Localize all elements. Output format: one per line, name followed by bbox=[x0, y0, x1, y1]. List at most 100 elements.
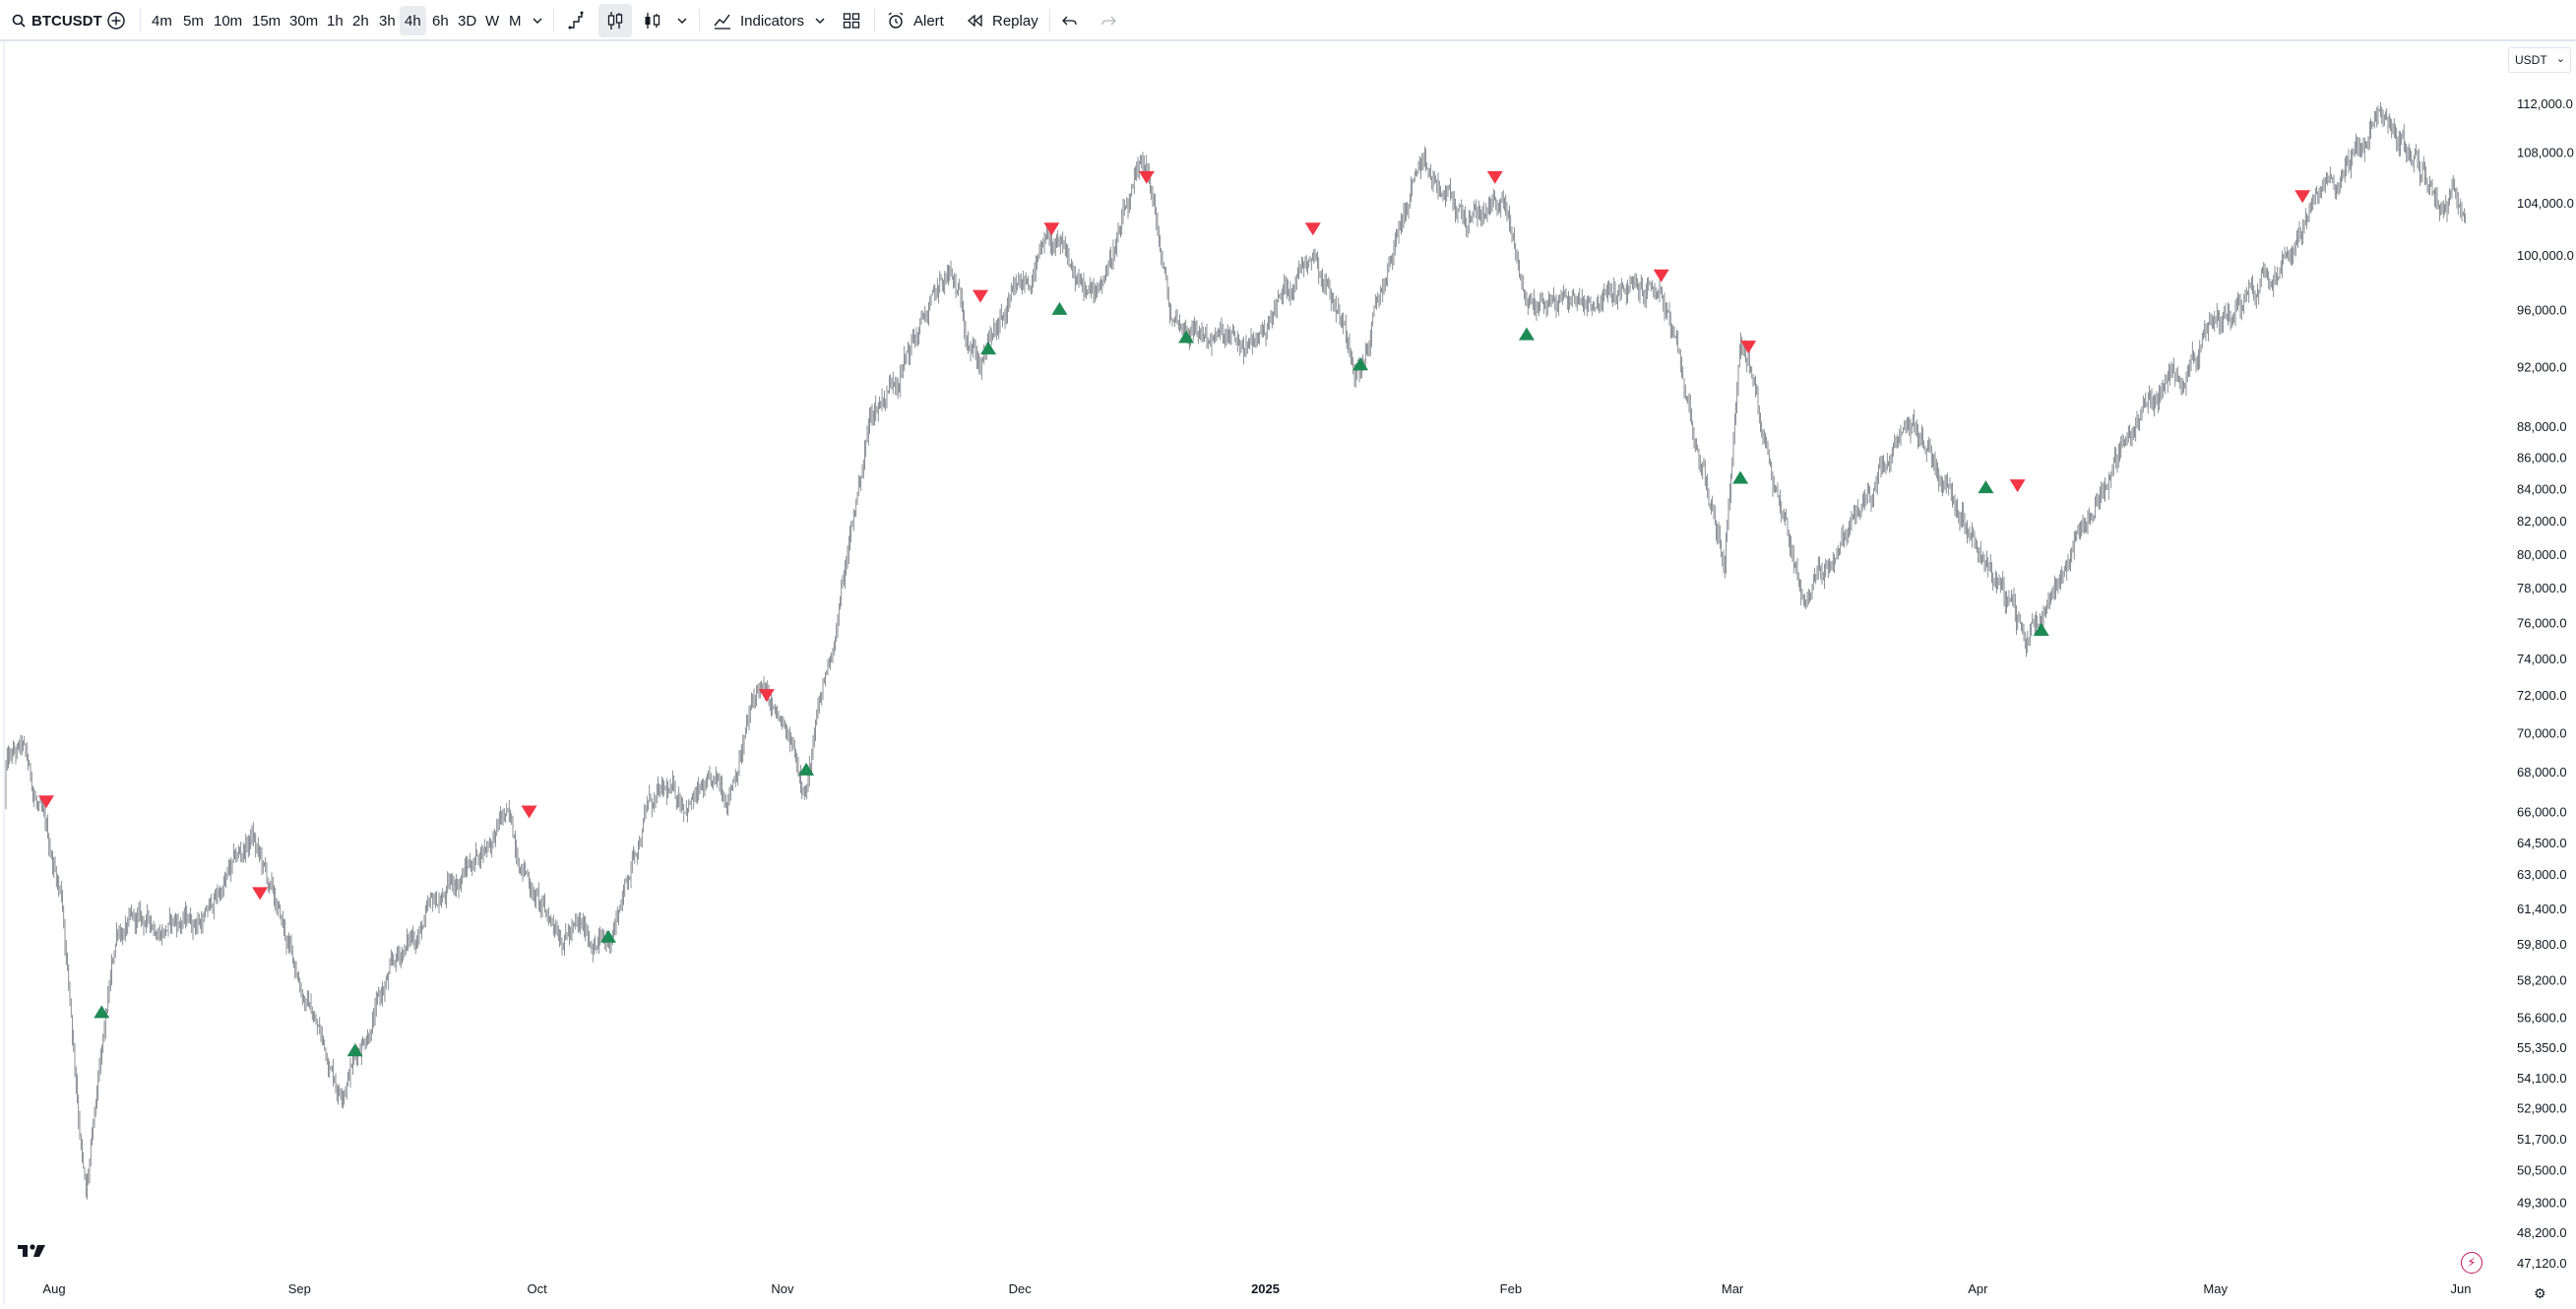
buy-signal-marker bbox=[94, 1005, 110, 1019]
line-break-icon bbox=[568, 11, 584, 30]
buy-signal-marker bbox=[2033, 622, 2049, 636]
buy-signal-marker bbox=[1178, 330, 1195, 343]
indicators-dropdown[interactable] bbox=[814, 0, 826, 41]
price-tick-label: 47,120.0 bbox=[2517, 1256, 2567, 1271]
indicators-button[interactable]: Indicators bbox=[713, 0, 804, 41]
replay-label: Replay bbox=[992, 12, 1038, 30]
time-axis[interactable]: Aug Sep Oct Nov Dec 2025 Feb Mar Apr May Jun bbox=[42, 1281, 2471, 1296]
sell-signal-marker bbox=[252, 887, 269, 901]
chart-type-line-button[interactable] bbox=[567, 0, 589, 41]
price-tick-label: 58,200.0 bbox=[2517, 973, 2567, 988]
timeframe-15m[interactable]: 15m bbox=[252, 12, 282, 30]
sell-signal-marker bbox=[1043, 222, 1060, 236]
buy-signal-marker bbox=[1732, 470, 1749, 484]
price-tick-label: 61,400.0 bbox=[2517, 902, 2567, 916]
price-tick-label: 70,000.0 bbox=[2517, 725, 2567, 740]
buy-signal-marker bbox=[1518, 327, 1535, 341]
symbol-search-button[interactable]: BTCUSDT bbox=[12, 0, 102, 41]
tradingview-logo-icon[interactable] bbox=[16, 1242, 49, 1265]
candlestick-icon bbox=[607, 12, 623, 30]
chart-type-dropdown[interactable] bbox=[676, 0, 688, 41]
search-icon bbox=[12, 14, 26, 28]
sell-signal-marker bbox=[973, 289, 989, 303]
buy-signal-marker bbox=[980, 342, 997, 355]
timeframe-6h[interactable]: 6h bbox=[432, 12, 449, 30]
timeframe-4m[interactable]: 4m bbox=[152, 12, 172, 30]
time-tick-label: Apr bbox=[1968, 1281, 1988, 1296]
compare-symbol-button[interactable] bbox=[106, 0, 126, 41]
price-tick-label: 96,000.0 bbox=[2517, 303, 2567, 318]
chevron-down-icon: ⌄ bbox=[2555, 53, 2565, 65]
toolbar-separator bbox=[553, 9, 554, 32]
time-tick-label: Aug bbox=[42, 1281, 65, 1296]
price-tick-label: 74,000.0 bbox=[2517, 652, 2567, 666]
gear-icon[interactable]: ⚙ bbox=[2534, 1285, 2546, 1301]
timeframe-5m[interactable]: 5m bbox=[183, 12, 204, 30]
indicators-label: Indicators bbox=[740, 12, 805, 30]
price-tick-label: 51,700.0 bbox=[2517, 1132, 2567, 1147]
price-tick-label: 80,000.0 bbox=[2517, 547, 2567, 562]
price-tick-label: 56,600.0 bbox=[2517, 1011, 2567, 1026]
timeframe-3h[interactable]: 3h bbox=[379, 12, 396, 30]
toolbar-separator bbox=[699, 9, 700, 32]
timeframe-W[interactable]: W bbox=[485, 12, 500, 30]
timeframe-3D[interactable]: 3D bbox=[458, 12, 477, 30]
time-tick-label: Mar bbox=[1722, 1281, 1744, 1296]
redo-icon bbox=[1101, 16, 1116, 26]
rewind-icon bbox=[967, 14, 982, 28]
sell-signal-marker bbox=[2294, 190, 2311, 204]
timeframe-10m[interactable]: 10m bbox=[214, 12, 243, 30]
timeframe-1h[interactable]: 1h bbox=[327, 12, 344, 30]
sell-signal-marker bbox=[1304, 222, 1321, 236]
toolbar-separator bbox=[140, 9, 141, 32]
price-tick-label: 76,000.0 bbox=[2517, 616, 2567, 631]
buy-signal-marker bbox=[1051, 301, 1068, 315]
price-tick-label: 66,000.0 bbox=[2517, 805, 2567, 820]
sell-signal-marker bbox=[1486, 170, 1503, 184]
time-tick-label: 2025 bbox=[1251, 1281, 1280, 1296]
toolbar-separator bbox=[1049, 9, 1050, 32]
price-tick-label: 86,000.0 bbox=[2517, 450, 2567, 465]
currency-selector[interactable]: USDT ⌄ bbox=[2508, 47, 2571, 73]
price-tick-label: 88,000.0 bbox=[2517, 419, 2567, 434]
buy-signal-marker bbox=[1352, 357, 1369, 371]
candle-series bbox=[5, 101, 2467, 1200]
alert-button[interactable]: Alert bbox=[886, 0, 944, 41]
chevron-down-icon bbox=[815, 18, 825, 24]
redo-button[interactable] bbox=[1100, 0, 1117, 41]
chart-type-candles-button[interactable] bbox=[598, 4, 632, 37]
price-tick-label: 104,000.0 bbox=[2517, 196, 2574, 211]
time-tick-label: Oct bbox=[527, 1281, 547, 1296]
buy-signal-marker bbox=[599, 929, 616, 943]
lightning-icon[interactable]: ⚡ bbox=[2461, 1252, 2482, 1274]
time-tick-label: May bbox=[2203, 1281, 2228, 1296]
sell-signal-marker bbox=[521, 805, 537, 819]
price-tick-label: 49,300.0 bbox=[2517, 1195, 2567, 1210]
buy-signal-marker bbox=[798, 762, 815, 776]
timeframe-30m[interactable]: 30m bbox=[289, 12, 319, 30]
replay-button[interactable]: Replay bbox=[967, 0, 1038, 41]
timeframe-dropdown[interactable] bbox=[532, 0, 543, 41]
price-tick-label: 92,000.0 bbox=[2517, 360, 2567, 375]
timeframe-M[interactable]: M bbox=[509, 12, 522, 30]
price-axis[interactable]: 112,000.0 108,000.0 104,000.0 100,000.0 96,0… bbox=[2517, 96, 2574, 1271]
price-chart[interactable]: 112,000.0 108,000.0 104,000.0 100,000.0 96,0… bbox=[0, 41, 2576, 1304]
timeframe-4h[interactable]: 4h bbox=[400, 6, 426, 35]
time-tick-label: Nov bbox=[771, 1281, 794, 1296]
undo-icon bbox=[1062, 16, 1077, 26]
price-tick-label: 48,200.0 bbox=[2517, 1225, 2567, 1240]
chart-area[interactable]: 112,000.0 108,000.0 104,000.0 100,000.0 96,0… bbox=[0, 41, 2576, 1304]
time-tick-label: Jun bbox=[2451, 1281, 2472, 1296]
sell-signal-marker bbox=[37, 795, 54, 809]
chart-type-bars-button[interactable] bbox=[642, 0, 663, 41]
price-tick-label: 108,000.0 bbox=[2517, 145, 2574, 159]
price-tick-label: 78,000.0 bbox=[2517, 581, 2567, 595]
price-tick-label: 64,500.0 bbox=[2517, 836, 2567, 850]
timeframe-2h[interactable]: 2h bbox=[352, 12, 369, 30]
time-tick-label: Sep bbox=[288, 1281, 311, 1296]
price-tick-label: 82,000.0 bbox=[2517, 514, 2567, 529]
layouts-button[interactable] bbox=[842, 0, 861, 41]
time-tick-label: Dec bbox=[1009, 1281, 1033, 1296]
undo-button[interactable] bbox=[1061, 0, 1079, 41]
price-tick-label: 84,000.0 bbox=[2517, 481, 2567, 496]
